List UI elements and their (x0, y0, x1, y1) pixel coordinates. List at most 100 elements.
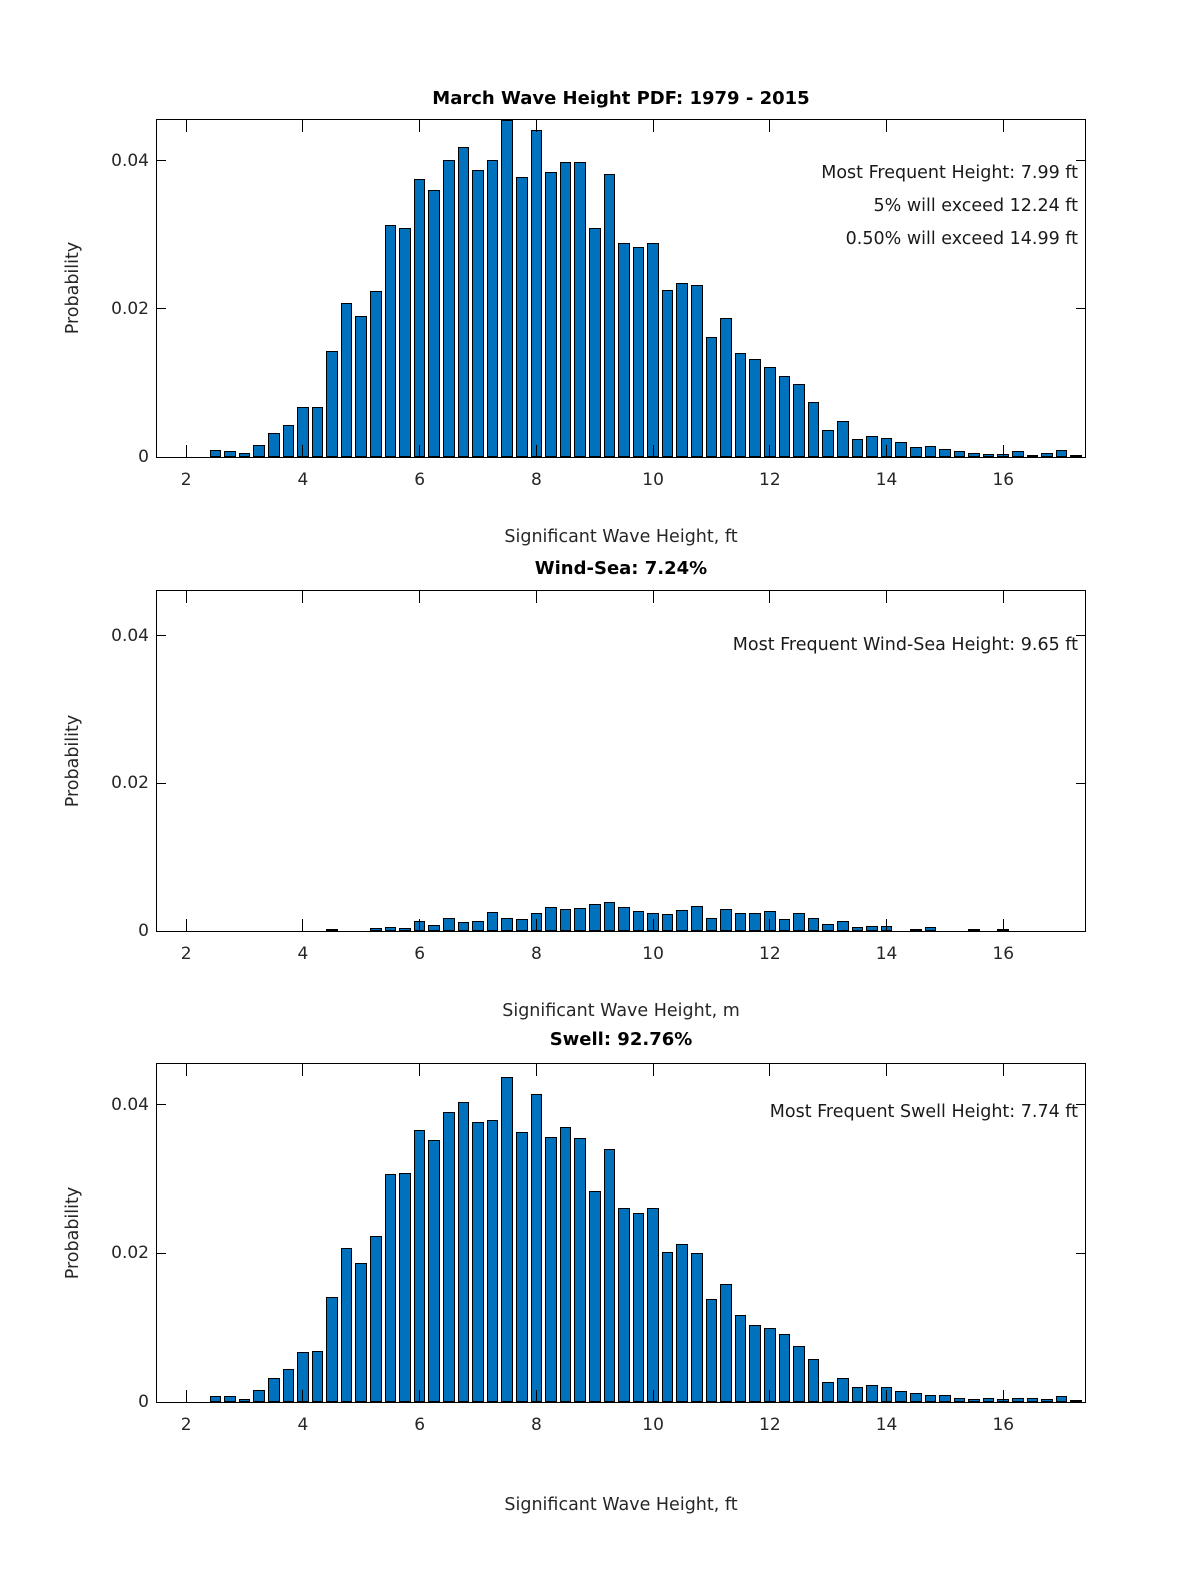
x-tick-top (419, 591, 421, 603)
bar (734, 353, 747, 457)
y-tick-label: 0.02 (111, 298, 149, 319)
chart3-y-axis-label: Probability (63, 1186, 83, 1280)
x-tick (886, 445, 888, 457)
bar (370, 291, 382, 457)
x-tick (302, 445, 304, 457)
bar (909, 929, 922, 931)
y-tick-label: 0.04 (111, 625, 149, 646)
bar (676, 910, 689, 931)
y-tick-right (1076, 1104, 1085, 1106)
x-tick-label: 8 (530, 470, 542, 490)
bar (267, 433, 280, 457)
annotation-most-frequent-windsea: Most Frequent Wind-Sea Height: 9.65 ft (732, 635, 1078, 655)
x-tick-top (1002, 1064, 1004, 1076)
chart1-annotation-block: Most Frequent Height: 7.99 ft 5% will ex… (821, 157, 1078, 256)
y-tick-label: 0.02 (111, 1243, 149, 1264)
y-tick-label: 0 (138, 1392, 149, 1412)
bar (778, 919, 791, 931)
x-tick (535, 1390, 537, 1402)
x-tick (419, 445, 421, 457)
bar (443, 917, 455, 931)
x-tick-label: 2 (180, 1415, 192, 1435)
bar (807, 402, 820, 457)
bar (647, 1208, 659, 1402)
x-tick (652, 445, 654, 457)
x-tick (652, 1390, 654, 1402)
bar (982, 1397, 995, 1402)
bar (603, 174, 616, 457)
chart2-x-axis-label: Significant Wave Height, m (502, 1001, 740, 1021)
bar (851, 1387, 864, 1402)
x-tick-label: 12 (759, 470, 781, 490)
y-tick-label: 0 (138, 921, 149, 941)
bar (661, 1251, 674, 1402)
y-tick (157, 1401, 166, 1403)
x-tick-top (302, 1064, 304, 1076)
bar (618, 242, 630, 457)
bar (676, 1243, 689, 1402)
bar (968, 1399, 980, 1402)
bar (486, 911, 499, 931)
bar (457, 147, 470, 457)
x-tick-top (769, 1064, 771, 1076)
x-tick-top (302, 120, 304, 132)
bar (311, 1350, 324, 1402)
bar (1012, 1398, 1024, 1402)
bar (443, 1112, 455, 1402)
bar (588, 904, 601, 931)
bar (866, 436, 878, 457)
x-tick-top (535, 120, 537, 132)
bar (370, 1236, 382, 1402)
bar (253, 1390, 265, 1402)
bar (209, 450, 222, 457)
bar (793, 912, 805, 931)
bar (734, 912, 747, 931)
bar (836, 1378, 849, 1402)
bar (691, 1252, 703, 1402)
x-tick-top (535, 1064, 537, 1076)
bar (355, 316, 368, 457)
x-tick (302, 919, 304, 931)
bar (574, 162, 586, 457)
x-tick-label: 10 (642, 470, 664, 490)
x-tick-label: 16 (992, 470, 1015, 490)
bar (399, 928, 411, 931)
bar (515, 919, 528, 931)
x-tick (419, 919, 421, 931)
bar (691, 905, 703, 931)
bar (559, 1127, 572, 1402)
bar (866, 925, 878, 931)
bar (982, 453, 995, 457)
bar (588, 228, 601, 457)
bar (632, 246, 645, 457)
bar (1055, 450, 1068, 457)
y-tick (157, 782, 166, 784)
bar (822, 1381, 834, 1402)
bar (836, 421, 849, 457)
bar (530, 1094, 543, 1402)
chart2-y-axis-label: Probability (63, 714, 83, 808)
bar (501, 918, 513, 931)
x-tick-label: 4 (297, 470, 309, 490)
annotation-most-frequent-swell: Most Frequent Swell Height: 7.74 ft (769, 1102, 1078, 1122)
bar (836, 920, 849, 931)
y-tick (157, 1252, 166, 1254)
chart1-x-axis-label: Significant Wave Height, ft (504, 527, 738, 547)
chart3-x-axis-label: Significant Wave Height, ft (504, 1495, 738, 1515)
bar (399, 1173, 411, 1402)
bar (1041, 452, 1053, 457)
bar (545, 1136, 557, 1402)
bar (851, 439, 864, 457)
y-tick (157, 308, 166, 310)
bar (413, 178, 426, 457)
bar (326, 1297, 338, 1402)
bar (326, 351, 338, 457)
x-tick (535, 445, 537, 457)
x-tick-top (185, 120, 187, 132)
bar (720, 1283, 732, 1402)
x-tick-label: 4 (297, 1415, 309, 1435)
x-tick (1002, 1390, 1004, 1402)
bar (720, 317, 732, 457)
bar (895, 1390, 907, 1402)
bar (939, 1395, 951, 1402)
